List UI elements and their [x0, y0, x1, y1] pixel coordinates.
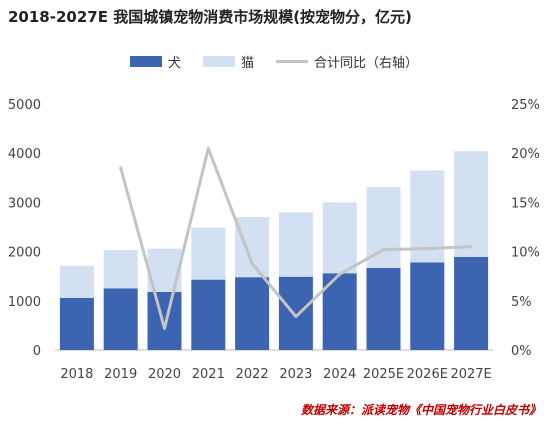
- x-tick-label: 2019: [104, 367, 137, 382]
- x-tick-label: 2021: [192, 367, 225, 382]
- y-tick-label-left: 2000: [8, 246, 41, 261]
- y-tick-label-left: 3000: [8, 196, 41, 211]
- bar-cat: [322, 202, 357, 274]
- chart-title: 2018-2027E 我国城镇宠物消费市场规模(按宠物分，亿元): [8, 8, 412, 26]
- x-tick-label: 2027E: [450, 367, 491, 382]
- legend-label-cat: 猫: [241, 56, 255, 71]
- bar-cat: [235, 217, 270, 278]
- bar-dog: [410, 262, 445, 350]
- bar-cat: [454, 151, 489, 258]
- legend-label-dog: 犬: [168, 56, 182, 71]
- y-tick-label-left: 0: [33, 344, 41, 359]
- y-tick-label-right: 5%: [511, 295, 532, 310]
- source-note: 数据来源：派读宠物《中国宠物行业白皮书》: [300, 403, 541, 417]
- bar-cat: [191, 227, 226, 280]
- y-tick-label-left: 4000: [8, 147, 41, 162]
- bar-dog: [235, 277, 270, 350]
- growth-point: [425, 247, 429, 251]
- y-tick-label-right: 10%: [511, 246, 540, 261]
- y-tick-label-right: 20%: [511, 147, 540, 162]
- x-tick-label: 2025E: [363, 367, 404, 382]
- y-tick-label-right: 0%: [511, 344, 532, 359]
- bar-cat: [59, 265, 94, 298]
- y-tick-label-left: 5000: [8, 98, 41, 113]
- legend-item-growth: 合计同比（右轴）: [276, 52, 418, 71]
- bar-dog: [366, 267, 401, 350]
- bar-dog: [454, 257, 489, 350]
- x-tick-label: 2026E: [407, 367, 448, 382]
- growth-point: [206, 146, 210, 150]
- growth-point: [338, 272, 342, 276]
- growth-point: [382, 248, 385, 252]
- growth-point: [163, 326, 166, 330]
- legend-item-cat: 猫: [203, 52, 254, 71]
- bar-cat: [278, 212, 313, 277]
- bar-dog: [59, 297, 94, 350]
- x-tick-label: 2024: [323, 367, 356, 382]
- growth-point: [250, 261, 254, 265]
- legend-label-growth: 合计同比（右轴）: [314, 56, 419, 71]
- legend-swatch-dog: [130, 56, 162, 67]
- bar-dog: [147, 291, 182, 350]
- growth-point: [469, 245, 473, 249]
- x-tick-label: 2018: [60, 367, 93, 382]
- y-tick-label-right: 15%: [511, 196, 540, 211]
- bar-dog: [191, 279, 226, 350]
- x-tick-label: 2020: [148, 367, 181, 382]
- x-tick-label: 2023: [279, 367, 312, 382]
- legend-swatch-growth: [276, 60, 309, 63]
- bar-cat: [103, 250, 138, 289]
- y-tick-label-right: 25%: [511, 98, 540, 113]
- chart-legend: 犬 猫 合计同比（右轴）: [130, 52, 440, 71]
- growth-point: [294, 315, 298, 319]
- legend-swatch-cat: [203, 56, 236, 67]
- growth-point: [119, 166, 123, 170]
- bar-dog: [103, 288, 138, 350]
- x-tick-label: 2022: [236, 367, 269, 382]
- legend-item-dog: 犬: [130, 52, 181, 71]
- bar-dog: [278, 276, 313, 350]
- y-tick-label-left: 1000: [8, 295, 41, 310]
